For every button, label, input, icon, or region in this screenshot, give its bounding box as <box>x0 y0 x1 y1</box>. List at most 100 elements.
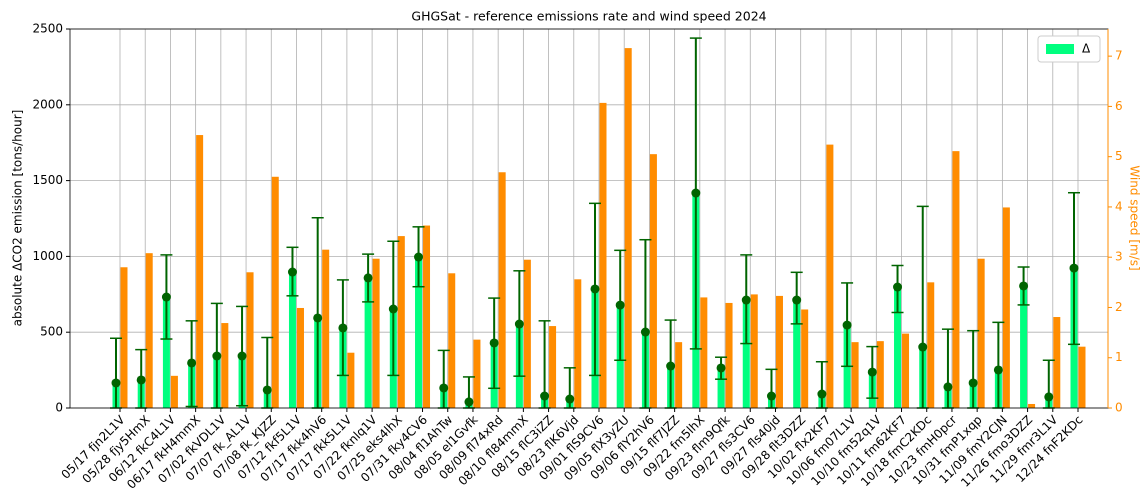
legend-label: Δ <box>1082 42 1091 56</box>
bar <box>1053 317 1061 408</box>
point <box>111 378 121 388</box>
point <box>439 383 449 393</box>
bar <box>675 342 683 408</box>
bar <box>347 352 355 408</box>
bar <box>725 302 733 408</box>
y-tick-label: 0 <box>55 401 63 415</box>
bar <box>415 257 423 408</box>
bar <box>162 297 170 408</box>
point <box>1044 392 1054 402</box>
bar <box>271 176 279 408</box>
point <box>338 323 348 333</box>
bar <box>498 172 506 408</box>
bar <box>717 367 725 408</box>
point <box>691 188 701 198</box>
point <box>237 351 247 361</box>
bar <box>1020 285 1028 408</box>
point <box>388 304 398 314</box>
bar <box>775 295 783 408</box>
point <box>741 295 751 305</box>
y-tick-label: 500 <box>40 325 63 339</box>
point <box>993 365 1003 375</box>
point <box>262 385 272 395</box>
bar <box>1002 207 1010 408</box>
y2-tick-label: 7 <box>1115 49 1123 63</box>
bar <box>196 135 204 408</box>
bar <box>296 307 304 408</box>
bar <box>364 277 372 408</box>
y-tick-label: 1000 <box>32 249 63 263</box>
bar <box>473 339 481 408</box>
point <box>136 375 146 385</box>
point <box>489 338 499 348</box>
y-tick-label: 2500 <box>32 22 63 36</box>
bar <box>246 272 254 408</box>
bar <box>322 249 330 408</box>
bar <box>221 323 229 408</box>
y2-tick-label: 3 <box>1115 250 1123 264</box>
bar <box>523 259 531 408</box>
point <box>716 363 726 373</box>
bar <box>288 272 296 408</box>
bar <box>801 309 809 408</box>
y-axis-label: absolute ΔCO2 emission [tons/hour] <box>11 110 25 327</box>
bar <box>649 154 657 408</box>
legend-swatch <box>1046 44 1074 54</box>
point <box>161 292 171 302</box>
y2-tick-label: 2 <box>1115 300 1123 314</box>
bar <box>952 151 960 408</box>
y2-tick-label: 6 <box>1115 99 1123 113</box>
point <box>590 284 600 294</box>
bar <box>977 258 985 408</box>
point <box>615 300 625 310</box>
point <box>893 282 903 292</box>
point <box>414 252 424 262</box>
bar <box>742 300 750 408</box>
bar <box>423 225 431 408</box>
y2-tick-label: 1 <box>1115 350 1123 364</box>
y-tick-label: 1500 <box>32 173 63 187</box>
y2-tick-label: 5 <box>1115 149 1123 163</box>
point <box>287 267 297 277</box>
bar <box>549 326 557 408</box>
bar <box>902 333 910 408</box>
bar <box>1028 403 1036 408</box>
point <box>943 382 953 392</box>
point <box>464 397 474 407</box>
point <box>867 367 877 377</box>
bar <box>372 258 380 408</box>
bar <box>448 273 456 408</box>
bar <box>927 282 935 408</box>
point <box>640 327 650 337</box>
point <box>817 389 827 399</box>
point <box>766 391 776 401</box>
y2-axis-label: Wind speed [m/s] <box>1128 165 1142 270</box>
y2-tick-label: 4 <box>1115 199 1123 213</box>
bar <box>120 267 128 408</box>
point <box>187 358 197 368</box>
bar <box>826 144 834 408</box>
point <box>1019 281 1029 291</box>
bar <box>700 297 708 408</box>
bar <box>851 342 859 408</box>
point <box>1069 263 1079 273</box>
point <box>565 394 575 404</box>
point <box>666 361 676 371</box>
point <box>792 295 802 305</box>
bar <box>750 294 758 408</box>
bar <box>145 253 153 408</box>
bar <box>876 341 884 408</box>
bar <box>1078 346 1086 408</box>
y2-tick-label: 0 <box>1115 401 1123 415</box>
point <box>918 342 928 352</box>
point <box>514 319 524 329</box>
point <box>313 313 323 323</box>
point <box>842 320 852 330</box>
bar <box>624 48 632 408</box>
point <box>540 391 550 401</box>
point <box>212 351 222 361</box>
y-tick-label: 2000 <box>32 97 63 111</box>
chart-title: GHGSat - reference emissions rate and wi… <box>411 9 766 24</box>
bar <box>894 287 902 408</box>
